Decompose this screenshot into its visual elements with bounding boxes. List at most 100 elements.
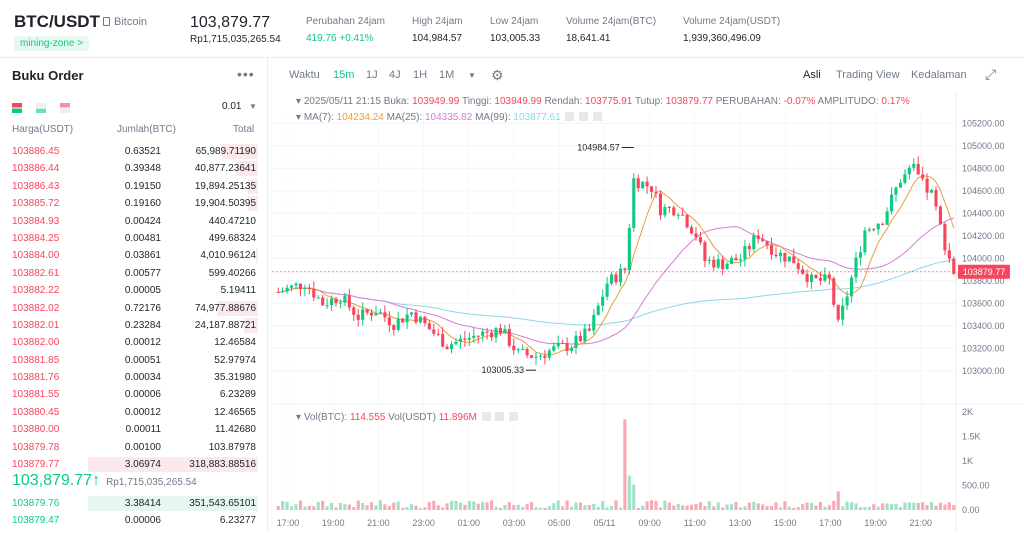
ask-row[interactable]: 103879.77 3.06974 318,883.88516 <box>0 456 268 473</box>
ask-row[interactable]: 103886.45 0.63521 65,989.71190 <box>0 143 268 160</box>
volume-bar <box>290 506 294 510</box>
chart-area[interactable]: 105200.00 105000.00 104800.00 104600.00 1044… <box>272 92 1024 532</box>
coin-name[interactable]: Bitcoin <box>103 16 147 28</box>
view-kedalaman[interactable]: Kedalaman <box>911 69 967 81</box>
volume-bar <box>418 508 422 510</box>
low-label: Rendah: <box>544 96 583 107</box>
candle-body <box>707 259 711 261</box>
volume-bar <box>667 502 671 510</box>
depth-bar <box>88 496 258 511</box>
candle-body <box>614 274 618 283</box>
row-total: 19,894.25135 <box>194 180 256 192</box>
volume-bar <box>445 503 449 510</box>
time-tick-label: 19:00 <box>864 518 887 528</box>
ask-row[interactable]: 103882.00 0.00012 12.46584 <box>0 334 268 351</box>
volume-bar <box>654 500 658 510</box>
both-sides-view-icon[interactable] <box>12 103 22 113</box>
candle-body <box>827 274 831 279</box>
interval-1h[interactable]: 1H <box>413 69 428 81</box>
precision-select[interactable]: 0.01 <box>222 101 242 112</box>
volume-bar <box>685 505 689 510</box>
view-trading-view[interactable]: Trading View <box>836 69 900 81</box>
low-marker-label: 103005.33 <box>481 365 524 375</box>
volume-bar <box>836 491 840 510</box>
row-amount: 0.00006 <box>124 515 161 527</box>
candle-body <box>930 190 934 193</box>
volume-bar <box>605 507 609 510</box>
symbol-title[interactable]: BTC/USDT <box>14 12 100 31</box>
row-total: 52.97974 <box>214 354 256 366</box>
row-price: 103879.78 <box>12 441 60 453</box>
ma99-line <box>278 259 954 326</box>
time-tick-label: 23:00 <box>412 518 435 528</box>
volume-bar <box>738 507 742 510</box>
ask-list: 103886.45 0.63521 65,989.71190 103886.44 0.3… <box>0 143 268 473</box>
ask-row[interactable]: 103882.22 0.00005 5.19411 <box>0 282 268 299</box>
ask-row[interactable]: 103881.55 0.00006 6.23289 <box>0 386 268 403</box>
ask-row[interactable]: 103882.61 0.00577 599.40266 <box>0 265 268 282</box>
interval-1m[interactable]: 1M <box>439 69 455 81</box>
ask-row[interactable]: 103882.01 0.23284 24,187.88721 <box>0 317 268 334</box>
volume-bar <box>481 501 485 510</box>
col-amount-header: Jumlah(BTC) <box>117 124 176 135</box>
interval-15m[interactable]: 15m <box>333 69 355 81</box>
close-icon <box>509 412 519 421</box>
ask-row[interactable]: 103886.44 0.39348 40,877.23641 <box>0 160 268 177</box>
settings-gear-icon[interactable]: ⚙ <box>491 67 504 83</box>
candle-body <box>587 328 591 331</box>
time-tick-label: 05:00 <box>548 518 571 528</box>
view-asli[interactable]: Asli <box>803 69 821 81</box>
stat-value: 1,939,360,496.09 <box>683 33 761 44</box>
ask-row[interactable]: 103884.93 0.00424 440.47210 <box>0 213 268 230</box>
chevron-down-icon[interactable]: ▼ <box>249 102 257 111</box>
stat-label: High 24jam <box>412 16 463 27</box>
ask-row[interactable]: 103880.45 0.00012 12.46565 <box>0 404 268 421</box>
volume-bar <box>890 504 894 510</box>
ask-row[interactable]: 103886.43 0.19150 19,894.25135 <box>0 178 268 195</box>
interval-1j[interactable]: 1J <box>366 69 378 81</box>
fullscreen-icon[interactable]: ⤢ <box>985 66 997 82</box>
ask-row[interactable]: 103879.78 0.00100 103.87978 <box>0 439 268 456</box>
ma-info: ▾ MA(7): 104234.24 MA(25): 104335.82 MA(… <box>296 112 603 123</box>
time-tick-label: 05/11 <box>593 518 615 528</box>
asks-only-view-icon[interactable] <box>60 103 70 113</box>
bid-row[interactable]: 103879.76 3.38414 351,543.65101 <box>0 495 268 512</box>
ask-row[interactable]: 103885.72 0.19160 19,904.50395 <box>0 195 268 212</box>
arrow-up-icon: ↑ <box>92 472 101 489</box>
ask-row[interactable]: 103882.02 0.72176 74,977.88676 <box>0 300 268 317</box>
more-options-icon[interactable]: ••• <box>237 66 255 82</box>
bids-only-view-icon[interactable] <box>36 103 46 113</box>
time-tick-label: 17:00 <box>277 518 300 528</box>
price-tick-label: 104000.00 <box>962 253 1005 263</box>
candle-body <box>574 335 578 348</box>
row-price: 103884.25 <box>12 232 60 244</box>
candlestick-chart[interactable]: 105200.00 105000.00 104800.00 104600.00 1044… <box>272 92 1024 532</box>
row-price: 103882.00 <box>12 337 60 349</box>
bid-row[interactable]: 103879.47 0.00006 6.23277 <box>0 512 268 529</box>
interval-4j[interactable]: 4J <box>389 69 401 81</box>
row-amount: 0.03861 <box>124 250 161 262</box>
candle-body <box>770 245 774 255</box>
ask-row[interactable]: 103884.25 0.00481 499.68324 <box>0 230 268 247</box>
volume-bar <box>645 501 649 510</box>
row-amount: 0.00051 <box>124 354 161 366</box>
candle-body <box>592 314 596 331</box>
volume-bar <box>543 507 547 510</box>
ask-row[interactable]: 103884.00 0.03861 4,010.96124 <box>0 247 268 264</box>
more-intervals-chevron-icon[interactable]: ▼ <box>468 71 476 80</box>
ask-row[interactable]: 103881.85 0.00051 52.97974 <box>0 352 268 369</box>
row-amount: 0.23284 <box>124 319 161 331</box>
volume-bar <box>467 500 471 510</box>
candle-body <box>441 334 445 347</box>
mining-zone-tag[interactable]: mining-zone > <box>14 36 90 51</box>
candle-body <box>681 214 685 216</box>
volume-bar <box>321 500 325 510</box>
candle-body <box>787 256 791 262</box>
candle-body <box>690 227 694 234</box>
time-tick-label: 21:00 <box>367 518 390 528</box>
ask-row[interactable]: 103881.76 0.00034 35.31980 <box>0 369 268 386</box>
volume-bar <box>885 503 889 510</box>
stat-label: Volume 24jam(BTC) <box>566 16 657 27</box>
ask-row[interactable]: 103880.00 0.00011 11.42680 <box>0 421 268 438</box>
depth-bar <box>244 317 258 333</box>
